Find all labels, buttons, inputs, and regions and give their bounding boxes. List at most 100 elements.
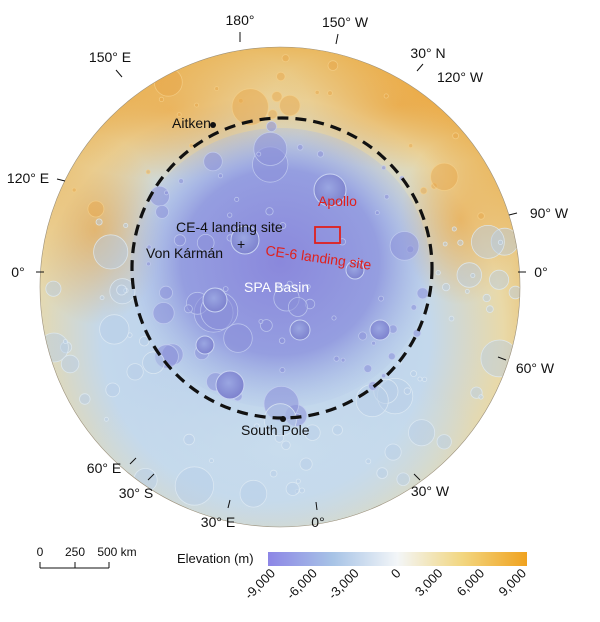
crater: [389, 231, 420, 261]
large-crater: [202, 287, 228, 313]
crater: [258, 319, 264, 324]
crater: [146, 261, 151, 267]
crater: [456, 262, 483, 288]
crater: [138, 336, 150, 347]
crater: [371, 340, 377, 346]
legend-tick-label: 9,000: [496, 566, 530, 600]
label-aitken: Aitken: [172, 115, 211, 131]
tick-120e: [56, 178, 66, 182]
legend-tick-label: -9,000: [241, 566, 278, 603]
crater: [116, 284, 127, 296]
crater: [222, 286, 229, 292]
crater: [384, 194, 390, 200]
terrain-layer: [40, 47, 520, 527]
crater: [384, 443, 402, 461]
crater: [104, 416, 109, 422]
tick-30w: [413, 473, 421, 481]
crater: [265, 207, 274, 216]
crater: [408, 419, 436, 447]
scale-label-0: 0: [37, 545, 44, 559]
label-lon-0-bottom: 0°: [311, 514, 324, 530]
large-crater: [369, 319, 391, 341]
crater: [464, 288, 470, 294]
crater: [183, 433, 195, 446]
crater: [105, 382, 120, 398]
crater: [99, 295, 105, 301]
crater: [158, 96, 165, 103]
crater: [299, 457, 313, 471]
graticule-ticks: [36, 32, 526, 511]
crater: [93, 234, 129, 270]
crater: [287, 297, 308, 317]
crater: [396, 472, 410, 486]
crater: [275, 284, 284, 293]
crater: [508, 285, 520, 300]
label-lon-60e: 60° E: [87, 460, 121, 476]
label-lat-0-left: 0°: [11, 264, 24, 280]
crater: [145, 169, 151, 175]
crater: [109, 278, 136, 305]
crater: [183, 304, 193, 314]
label-von-karman: Von Kármán: [146, 245, 223, 261]
crater: [173, 234, 186, 247]
crater: [333, 355, 340, 362]
crater: [203, 151, 223, 172]
legend-tick-label: -3,000: [325, 566, 362, 603]
crater: [477, 212, 485, 220]
crater: [305, 284, 311, 290]
highland-east: [400, 135, 520, 305]
crater: [231, 88, 269, 126]
crater: [153, 67, 183, 97]
crater: [410, 370, 418, 378]
aitken-point-marker: [210, 122, 216, 128]
crater: [178, 178, 185, 185]
legend-tick-label: 0: [388, 566, 404, 582]
crater: [378, 295, 385, 302]
crater: [253, 132, 288, 166]
label-lon-30w: 30° W: [411, 483, 450, 499]
graticule-labels: 180° 150° W 150° E 30° N 120° W 120° E 9…: [7, 12, 569, 530]
crater: [279, 95, 301, 117]
crater: [146, 244, 152, 250]
crater: [436, 434, 452, 450]
crater: [267, 109, 278, 120]
crater: [302, 431, 308, 436]
crater: [87, 200, 105, 218]
crater: [451, 226, 457, 232]
crater: [159, 285, 173, 300]
label-lon-150e: 150° E: [89, 49, 131, 65]
crater: [71, 187, 77, 193]
crater: [381, 373, 387, 379]
ce6-landing-box: [314, 226, 341, 244]
scale-label-250: 250: [65, 545, 85, 559]
crater: [478, 394, 484, 400]
crater: [174, 466, 214, 506]
crater: [410, 304, 417, 311]
label-lat-30s: 30° S: [119, 485, 153, 501]
label-lon-30e: 30° E: [201, 514, 235, 530]
label-lon-150w-top: 150° W: [322, 14, 369, 30]
label-ce4-landing-site: CE-4 landing site: [176, 219, 283, 235]
legend-tick-label: -6,000: [283, 566, 320, 603]
crater: [279, 367, 286, 374]
large-crater: [215, 370, 245, 400]
crater: [435, 270, 441, 276]
crater: [489, 269, 510, 290]
crater: [176, 112, 182, 117]
crater: [155, 204, 170, 219]
crater: [376, 467, 389, 479]
crater: [480, 339, 519, 378]
large-crater: [313, 173, 347, 207]
label-spa-basin: SPA Basin: [244, 279, 309, 295]
crater: [381, 165, 387, 171]
crater: [123, 222, 129, 228]
crater: [331, 315, 337, 321]
tick-90w: [508, 212, 518, 216]
scale-label-500-km: 500 km: [97, 545, 136, 559]
legend-title: Elevation (m): [177, 551, 254, 566]
tick-0-bottom: [315, 501, 318, 511]
tick-30e: [227, 499, 231, 509]
crater: [421, 376, 428, 382]
crater: [152, 302, 175, 325]
